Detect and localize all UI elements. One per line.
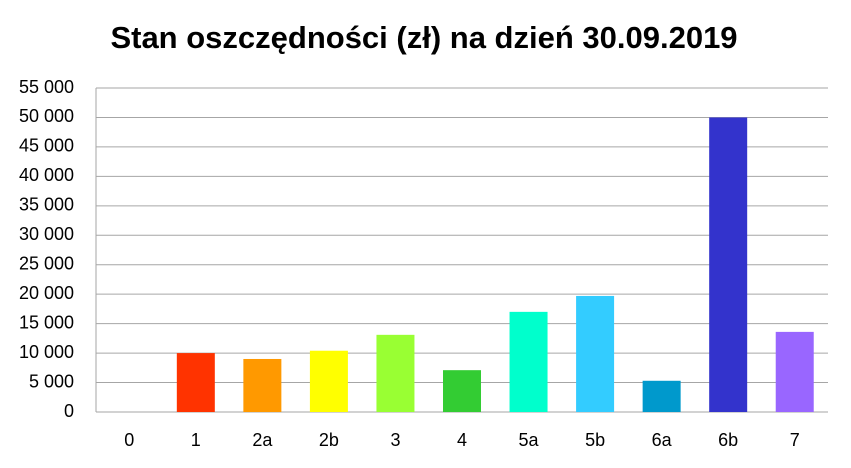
y-tick-label: 25 000: [19, 253, 74, 273]
bar: [376, 334, 415, 412]
x-tick-label: 6b: [718, 430, 738, 450]
x-tick-label: 1: [191, 430, 201, 450]
y-tick-label: 5 000: [29, 371, 74, 391]
y-tick-label: 50 000: [19, 106, 74, 126]
x-tick-label: 2a: [252, 430, 273, 450]
y-tick-label: 15 000: [19, 312, 74, 332]
x-tick-label: 2b: [319, 430, 339, 450]
x-tick-label: 5a: [519, 430, 540, 450]
x-tick-label: 0: [124, 430, 134, 450]
chart-title: Stan oszczędności (zł) na dzień 30.09.20…: [110, 20, 737, 55]
x-tick-label: 3: [390, 430, 400, 450]
bar: [576, 295, 615, 412]
y-tick-label: 35 000: [19, 195, 74, 215]
bar: [709, 117, 748, 413]
y-tick-label: 30 000: [19, 224, 74, 244]
y-tick-label: 10 000: [19, 342, 74, 362]
bar: [176, 353, 215, 412]
x-tick-label: 4: [457, 430, 467, 450]
y-tick-label: 0: [64, 401, 74, 421]
bar: [309, 350, 348, 412]
y-tick-label: 55 000: [19, 77, 74, 97]
y-tick-label: 40 000: [19, 165, 74, 185]
bar: [775, 331, 814, 412]
y-tick-label: 45 000: [19, 136, 74, 156]
bar: [243, 358, 282, 412]
y-tick-label: 20 000: [19, 283, 74, 303]
bar: [443, 370, 481, 412]
x-tick-label: 7: [790, 430, 800, 450]
x-tick-label: 6a: [652, 430, 673, 450]
x-tick-label: 5b: [585, 430, 605, 450]
bar: [509, 311, 548, 412]
bar: [642, 380, 681, 412]
